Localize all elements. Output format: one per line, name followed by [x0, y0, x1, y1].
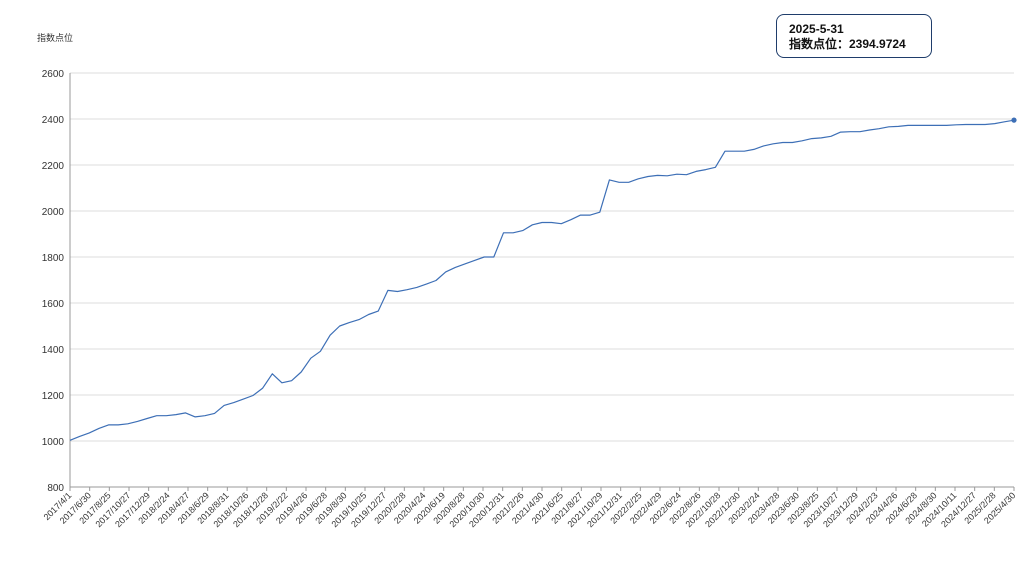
tooltip-date: 2025-5-31 — [789, 22, 844, 36]
y-axis-label: 指数点位 — [37, 32, 73, 43]
y-tick-label: 1800 — [42, 253, 65, 264]
series-index-line — [69, 117, 1017, 441]
y-tick-label: 800 — [47, 483, 64, 494]
y-tick-label: 2400 — [42, 115, 65, 126]
grid-lines — [70, 72, 1014, 442]
last-data-point[interactable] — [1011, 117, 1017, 123]
axes — [69, 73, 1014, 488]
x-axis-ticks: 2017/4/12017/6/302017/8/252017/10/272017… — [42, 487, 1017, 529]
y-tick-label: 1600 — [42, 299, 65, 310]
data-tooltip: 2025-5-31 指数点位：2394.9724 — [776, 14, 932, 58]
y-tick-label: 2200 — [42, 161, 65, 172]
y-tick-label: 1200 — [42, 391, 65, 402]
y-tick-label: 1400 — [42, 345, 65, 356]
y-tick-label: 2600 — [42, 69, 65, 80]
y-tick-label: 2000 — [42, 207, 65, 218]
y-tick-label: 1000 — [42, 437, 65, 448]
tooltip-value: 指数点位：2394.9724 — [789, 37, 906, 51]
series-line — [69, 119, 1015, 441]
y-axis-ticks: 800 1000 1200 1400 1600 1800 2000 2200 2400 2600 — [42, 69, 65, 494]
